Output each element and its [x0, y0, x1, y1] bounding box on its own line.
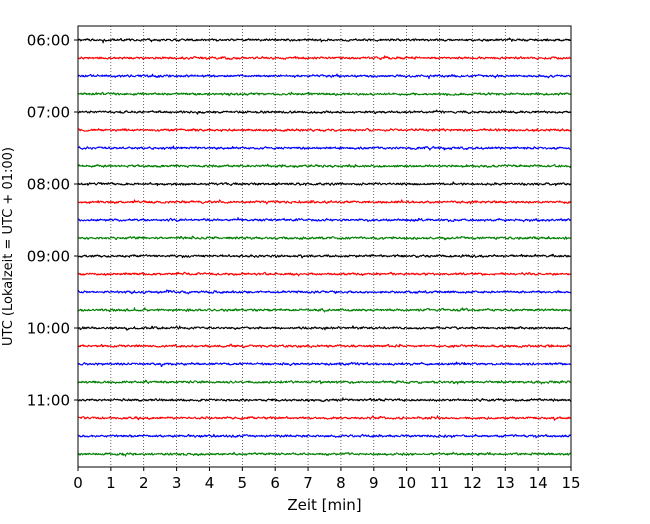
trace-1130 [77, 433, 572, 439]
y-tick-label-1000: 10:00 [27, 320, 70, 338]
trace-0600 [77, 37, 572, 44]
x-tick-label-3: 3 [172, 474, 182, 492]
trace-0815 [77, 199, 572, 205]
y-tick-label-1100: 11:00 [27, 392, 70, 410]
trace-0615 [77, 55, 572, 61]
y-axis-label: UTC (Lokalzeit = UTC + 01:00) [1, 147, 16, 346]
trace-1045 [77, 379, 572, 385]
x-tick-label-4: 4 [205, 474, 215, 492]
trace-0915 [77, 271, 572, 277]
trace-0800 [77, 181, 572, 187]
y-tick-label-0900: 09:00 [27, 248, 70, 266]
x-tick-label-6: 6 [270, 474, 280, 492]
trace-0715 [77, 128, 572, 133]
trace-1145 [77, 451, 572, 457]
trace-0630 [77, 73, 572, 80]
trace-0700 [77, 109, 572, 115]
y-tick-label-0800: 08:00 [27, 176, 70, 194]
x-tick-label-14: 14 [529, 474, 548, 492]
y-tick-label-0600: 06:00 [27, 32, 70, 50]
trace-1100 [77, 397, 572, 403]
x-tick-label-2: 2 [139, 474, 149, 492]
trace-0745 [77, 163, 572, 169]
plot-frame [77, 25, 572, 468]
x-tick-label-15: 15 [561, 474, 580, 492]
x-tick-label-9: 9 [369, 474, 379, 492]
trace-0730 [77, 145, 572, 151]
trace-lines [77, 37, 572, 457]
trace-0930 [77, 289, 572, 295]
trace-1115 [77, 415, 572, 421]
x-tick-label-5: 5 [238, 474, 248, 492]
y-axis: 06:00 07:00 08:00 09:00 10:00 11:00 [27, 32, 78, 410]
x-tick-label-7: 7 [303, 474, 313, 492]
x-tick-label-13: 13 [496, 474, 515, 492]
trace-0645 [77, 91, 572, 97]
trace-1015 [77, 343, 572, 349]
x-tick-label-1: 1 [106, 474, 116, 492]
trace-1000 [77, 325, 572, 331]
x-axis: 0 1 2 3 4 5 6 7 8 9 10 11 12 13 14 15 [73, 467, 581, 492]
y-tick-label-0700: 07:00 [27, 104, 70, 122]
x-tick-label-8: 8 [336, 474, 346, 492]
x-tick-label-11: 11 [430, 474, 449, 492]
trace-0830 [77, 217, 572, 223]
trace-0845 [77, 235, 572, 241]
x-tick-label-0: 0 [73, 474, 83, 492]
trace-0945 [77, 307, 572, 313]
x-tick-label-12: 12 [463, 474, 482, 492]
x-tick-label-10: 10 [397, 474, 416, 492]
trace-0900 [77, 253, 572, 259]
trace-1030 [77, 361, 572, 368]
x-axis-label: Zeit [min] [287, 496, 361, 514]
